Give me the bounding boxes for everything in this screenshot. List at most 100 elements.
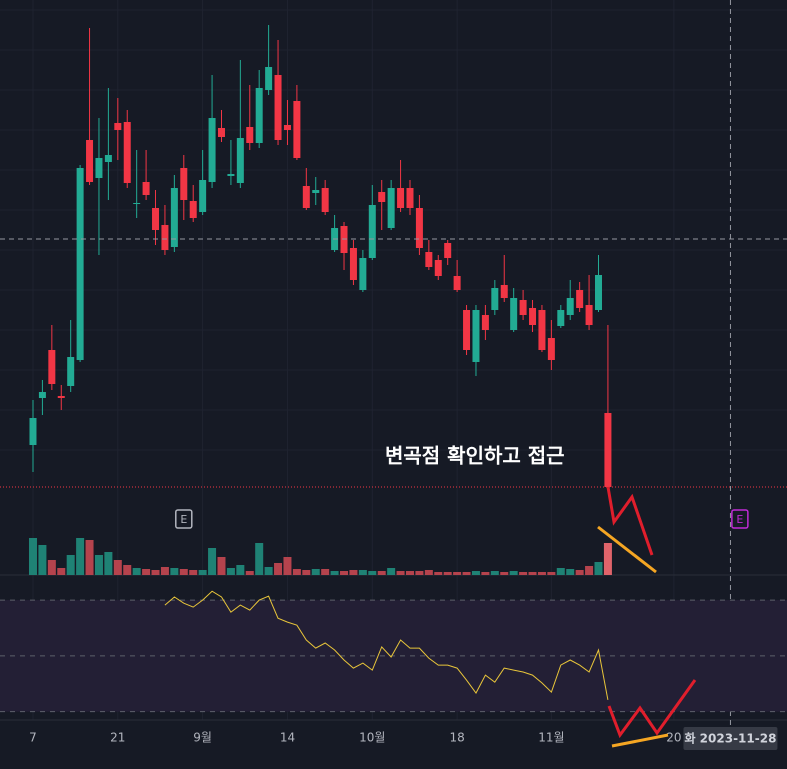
volume-bar <box>189 570 198 575</box>
candle-body <box>500 285 508 298</box>
drawing <box>606 486 654 556</box>
candle-body <box>123 122 131 183</box>
crosshair-label: 화 2023-11-28 <box>684 731 776 746</box>
volume-bar <box>311 569 320 575</box>
candle-body <box>387 188 395 228</box>
volume-bar <box>274 563 283 575</box>
drawing <box>607 679 697 739</box>
volume-bar <box>594 562 603 575</box>
volume-bar <box>179 569 188 575</box>
volume-bar <box>575 570 584 575</box>
volume-bar <box>462 572 471 575</box>
drawing <box>611 733 669 748</box>
volume-bar <box>471 571 480 575</box>
volume-bar <box>57 568 66 575</box>
volume-bar <box>528 572 537 575</box>
volume-bar <box>547 572 556 575</box>
volume-bar <box>434 572 443 575</box>
volume-bar <box>28 538 37 575</box>
x-tick-label: 20 <box>666 731 681 745</box>
candle-body <box>566 298 574 315</box>
volume-bar <box>519 572 528 575</box>
candle-body <box>189 201 197 218</box>
volume-bar <box>424 570 433 575</box>
candle-body <box>491 288 499 310</box>
candle-body <box>302 186 310 208</box>
volume-bar <box>321 569 330 575</box>
volume-bar <box>292 569 301 575</box>
volume-bar <box>85 540 94 575</box>
candle-body <box>133 203 141 204</box>
x-tick-label: 9월 <box>193 731 212 745</box>
x-tick-label: 21 <box>110 731 125 745</box>
volume-bar <box>481 572 490 575</box>
volume-bar <box>566 569 575 575</box>
volume-bar <box>537 572 546 575</box>
candle-body <box>349 248 357 280</box>
candle-body <box>114 123 122 130</box>
candle-body <box>453 276 461 290</box>
candle-body <box>180 168 188 200</box>
volume-bar <box>208 548 217 575</box>
candle-body <box>519 300 527 315</box>
volume-bar <box>113 560 122 575</box>
candle-body <box>415 208 423 248</box>
volume-bar <box>585 566 594 575</box>
volume-bar <box>396 571 405 575</box>
volume-bar <box>217 557 226 575</box>
volume-bar <box>255 543 264 575</box>
volume-bar <box>387 568 396 575</box>
candle-body <box>359 258 367 290</box>
candle-body <box>472 310 480 362</box>
x-tick-label: 11월 <box>538 731 564 745</box>
candle-body <box>274 75 282 140</box>
volume-bar <box>198 570 207 575</box>
volume-bar <box>415 571 424 575</box>
x-tick-label: 10월 <box>359 731 385 745</box>
volume-bar <box>453 572 462 575</box>
candle-body <box>86 140 94 182</box>
candle-body <box>481 315 489 330</box>
volume-bar <box>377 571 386 575</box>
candle-body <box>529 308 537 325</box>
volume-bar <box>443 572 452 575</box>
event-label: E <box>180 513 187 526</box>
volume-bar <box>405 571 414 575</box>
candle-body <box>76 168 84 360</box>
candle-body <box>463 310 471 350</box>
candle-body <box>604 413 612 487</box>
candle-body <box>217 128 225 137</box>
candle-body <box>321 188 329 212</box>
volume-bar <box>104 552 113 575</box>
volume-bar <box>142 569 151 575</box>
volume-bar <box>76 538 85 575</box>
volume-bar <box>151 570 160 575</box>
candle-body <box>293 101 301 158</box>
event-marker <box>175 509 193 529</box>
x-tick-label: 7 <box>29 731 37 745</box>
candle-body <box>444 243 452 258</box>
annotation: 변곡점 확인하고 접근 <box>385 444 565 468</box>
volume-bar <box>236 565 245 575</box>
candle-body <box>152 208 160 230</box>
volume-bar <box>123 565 132 575</box>
volume-bar <box>264 567 273 575</box>
volume-bar <box>94 555 103 575</box>
candle-body <box>406 188 414 208</box>
candle-body <box>547 338 555 360</box>
volume-bar <box>226 568 235 575</box>
volume-bar <box>66 555 75 575</box>
volume-bar <box>556 568 565 575</box>
candle-body <box>255 88 263 143</box>
volume-bar <box>170 568 179 575</box>
candle-body <box>594 275 602 310</box>
volume-bar <box>340 571 349 575</box>
volume-bar <box>302 570 311 575</box>
event-label: E <box>736 513 743 526</box>
candle-body <box>208 118 216 182</box>
volume-bar <box>330 571 339 575</box>
volume-bar <box>245 571 254 575</box>
candle-body <box>557 310 565 326</box>
candle-body <box>57 396 65 398</box>
